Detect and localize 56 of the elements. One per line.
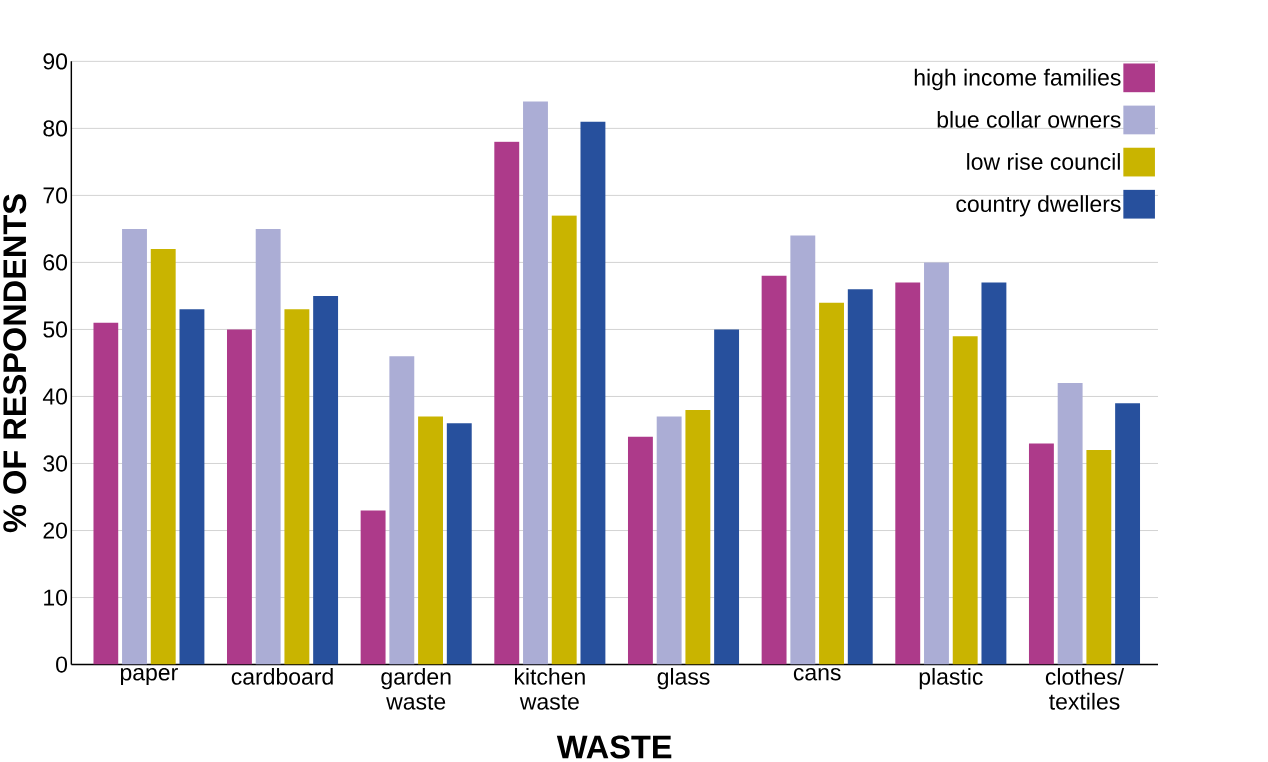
- x-tick-label: cans: [793, 668, 841, 681]
- bar: [627, 436, 653, 665]
- y-tick-label: 70: [43, 187, 68, 204]
- y-tick-label: 80: [43, 120, 68, 137]
- bar: [895, 282, 921, 665]
- bar: [924, 262, 949, 665]
- bar: [93, 322, 119, 665]
- y-tick-label: 20: [43, 522, 68, 539]
- bar: [656, 416, 682, 665]
- legend-label: country dwellers: [956, 195, 1121, 217]
- legend-label: high income families: [914, 68, 1121, 91]
- x-axis-title: WASTE: [556, 735, 672, 759]
- bar: [122, 229, 147, 665]
- y-tick-label: 60: [43, 254, 68, 271]
- bar: [226, 329, 252, 665]
- bar: [418, 416, 443, 665]
- legend-label: low rise council: [967, 153, 1120, 171]
- y-tick-label: 0: [56, 656, 68, 673]
- y-axis-title: % OF RESPONDENTS: [3, 194, 27, 533]
- x-tick-label: paper: [120, 668, 178, 686]
- bar: [284, 309, 310, 665]
- x-tick-label: glass: [657, 668, 710, 690]
- x-tick-label: cardboard: [231, 668, 333, 685]
- bar: [790, 235, 816, 665]
- bar: [523, 101, 548, 665]
- bar: [952, 336, 978, 665]
- bar: [714, 329, 740, 665]
- bar: [255, 229, 281, 665]
- y-tick-label: 90: [43, 53, 68, 70]
- x-tick-label: plastic: [919, 668, 983, 690]
- bar: [551, 215, 577, 665]
- bar: [981, 282, 1007, 665]
- x-tick-label: garden waste: [381, 668, 451, 710]
- bar: [819, 302, 844, 665]
- bar: [580, 121, 606, 665]
- bar: [494, 141, 520, 665]
- bar: [685, 410, 711, 665]
- bar: [446, 423, 472, 665]
- bar: [389, 356, 415, 665]
- bar: [1028, 443, 1054, 665]
- legend-label: blue collar owners: [937, 111, 1121, 128]
- x-tick-label: clothes/ textiles: [1045, 668, 1125, 710]
- bar: [1086, 450, 1112, 665]
- bar: [179, 309, 205, 665]
- y-tick-label: 30: [43, 455, 68, 472]
- bar: [761, 275, 787, 665]
- y-tick-label: 40: [42, 388, 68, 405]
- bar: [313, 296, 339, 665]
- bar: [150, 249, 176, 665]
- x-tick-label: kitchen waste: [514, 668, 585, 710]
- y-tick-label: 10: [44, 589, 68, 606]
- bar: [1057, 383, 1083, 665]
- bar: [847, 289, 873, 665]
- bar: [1115, 403, 1141, 665]
- bar: [360, 510, 386, 665]
- y-tick-label: 50: [43, 321, 68, 338]
